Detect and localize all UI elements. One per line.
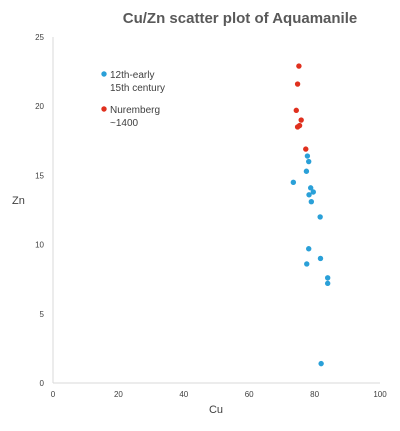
y-axis-label: Zn [12,195,25,207]
data-point-series-2 [294,108,299,113]
data-point-series-1 [325,281,330,286]
x-axis-label: Cu [209,404,223,416]
y-tick-label: 15 [35,171,44,180]
data-point-series-1 [318,361,323,366]
legend-label-line: 15th century [110,83,165,94]
x-tick-label: 80 [310,390,319,399]
legend-marker-series-1 [101,71,106,76]
legend: 12th-early 15th century Nuremberg ~1400 [101,70,165,129]
y-tick-label: 25 [35,33,44,42]
y-tick-label: 0 [40,379,45,388]
legend-label-line: Nuremberg [110,105,160,116]
x-tick-label: 100 [373,390,387,399]
data-point-series-1 [291,180,296,185]
tick-labels: 0 20 40 60 80 100 0 5 10 15 20 25 [35,33,387,399]
data-point-series-1 [304,169,309,174]
data-point-series-2 [295,81,300,86]
data-point-series-1 [305,153,310,158]
data-point-series-1 [325,275,330,280]
x-tick-label: 40 [179,390,188,399]
data-point-series-1 [309,199,314,204]
data-point-series-1 [304,261,309,266]
data-point-series-2 [303,146,308,151]
data-point-series-1 [318,256,323,261]
legend-label-line: 12th-early [110,70,154,81]
legend-label-series-1: 12th-early 15th century [110,70,165,94]
y-tick-label: 5 [40,310,45,319]
legend-label-series-2: Nuremberg ~1400 [110,105,160,129]
legend-label-line: ~1400 [110,118,139,129]
data-point-series-2 [295,124,300,129]
y-tick-label: 20 [35,102,44,111]
legend-marker-series-2 [101,106,106,111]
data-point-series-2 [298,117,303,122]
data-point-series-1 [306,192,311,197]
data-point-series-1 [306,159,311,164]
chart-title: Cu/Zn scatter plot of Aquamanile [123,10,357,27]
x-tick-label: 20 [114,390,123,399]
data-point-series-1 [317,214,322,219]
data-point-series-2 [296,63,301,68]
x-tick-label: 60 [245,390,254,399]
x-tick-label: 0 [51,390,56,399]
y-tick-label: 10 [35,241,44,250]
data-point-series-1 [306,246,311,251]
data-points [291,63,331,366]
